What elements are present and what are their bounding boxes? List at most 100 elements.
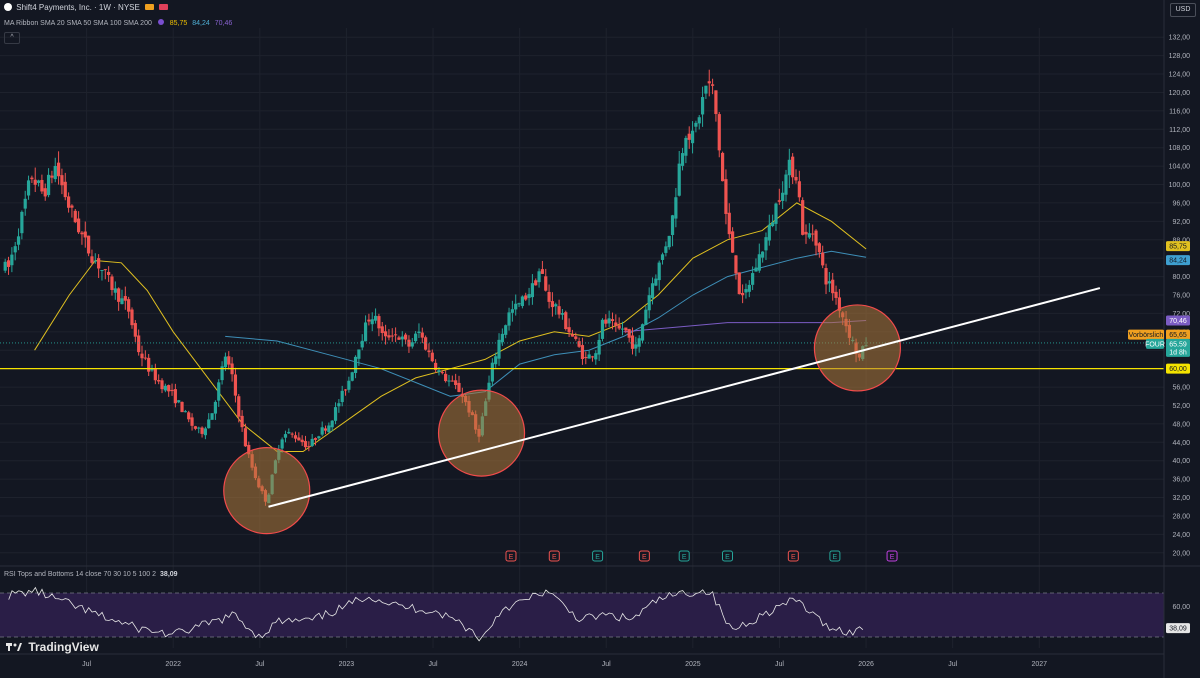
- last-price-tag: 65,59: [1169, 341, 1187, 348]
- candle-body: [827, 281, 831, 284]
- candle-body: [107, 271, 111, 275]
- candle-body: [50, 175, 54, 178]
- price-axis-label: 52,00: [1172, 403, 1190, 410]
- candle-body: [457, 382, 461, 392]
- rsi-legend[interactable]: RSI Tops and Bottoms 14 close 70 30 10 5…: [4, 571, 178, 578]
- candle-body: [747, 284, 751, 292]
- time-axis-label: 2023: [339, 661, 355, 668]
- price-axis-label: 48,00: [1172, 421, 1190, 428]
- candle-body: [497, 339, 501, 359]
- candle-body: [220, 366, 224, 381]
- candle-body: [30, 177, 34, 180]
- candle-body: [390, 335, 394, 337]
- candle-body: [223, 356, 228, 368]
- candle-body: [757, 254, 761, 271]
- premarket-tag: Vorbörslich: [1129, 332, 1164, 339]
- candle-body: [547, 291, 551, 302]
- highlight-circle: [223, 447, 311, 535]
- candle-body: [797, 181, 801, 198]
- candle-body: [97, 258, 101, 269]
- candle-body: [140, 353, 144, 359]
- candle-body: [397, 337, 401, 340]
- symbol-tag: FOUR: [1145, 341, 1165, 348]
- rsi-axis-label: 60,00: [1172, 604, 1190, 611]
- candle-body: [604, 319, 608, 324]
- candle-body: [734, 255, 738, 274]
- candle-body: [217, 382, 221, 401]
- support-price-tag: 60,00: [1169, 366, 1187, 373]
- candle-body: [507, 312, 511, 326]
- candle-body: [761, 251, 765, 258]
- earnings-marker-label: E: [890, 554, 895, 561]
- candle-body: [670, 215, 675, 235]
- candle-body: [607, 318, 611, 324]
- support-price-tag-bg: [1166, 363, 1190, 374]
- candle-body: [393, 334, 398, 336]
- candle-body: [674, 197, 678, 219]
- earnings-marker: [829, 550, 841, 562]
- currency-button[interactable]: USD: [1170, 3, 1196, 17]
- candle-body: [500, 333, 504, 343]
- candle-body: [781, 192, 785, 201]
- candle-body: [360, 340, 364, 348]
- candle-body: [784, 174, 788, 195]
- candle-body: [363, 322, 368, 342]
- candle-body: [567, 327, 571, 333]
- visibility-icon[interactable]: [157, 19, 164, 25]
- candle-body: [370, 319, 374, 325]
- candle-body: [570, 334, 575, 337]
- collapse-legend-button[interactable]: ^: [4, 32, 20, 44]
- price-axis-label: 28,00: [1172, 513, 1190, 520]
- candle-body: [564, 312, 568, 330]
- candle-body: [287, 431, 291, 434]
- tradingview-logo-icon: [6, 643, 22, 651]
- candle-body: [811, 233, 815, 235]
- price-axis-label: 56,00: [1172, 385, 1190, 392]
- candle-body: [243, 428, 248, 447]
- candle-body: [66, 196, 71, 208]
- chart-header: Shift4 Payments, Inc. · 1W · NYSE: [4, 3, 169, 12]
- candle-body: [303, 441, 308, 448]
- candle-body: [644, 309, 648, 325]
- candle-body: [283, 434, 288, 438]
- candle-body: [133, 323, 137, 337]
- candle-body: [594, 353, 598, 360]
- rsi-band: [0, 593, 1164, 637]
- candle-body: [157, 379, 161, 382]
- candle-body: [584, 357, 588, 359]
- candle-body: [437, 370, 441, 372]
- rsi-value-tag-bg: [1166, 623, 1190, 634]
- candle-body: [173, 389, 177, 404]
- earnings-marker: [886, 550, 898, 562]
- candle-body: [70, 205, 74, 208]
- price-axis-label: 116,00: [1169, 108, 1190, 115]
- rsi-label: RSI Tops and Bottoms 14 close 70 30 10 5…: [4, 571, 157, 578]
- earnings-marker-label: E: [833, 554, 838, 561]
- extended-hours-icon: [159, 4, 169, 10]
- candle-body: [707, 81, 711, 84]
- candle-body: [751, 273, 755, 285]
- ma-ribbon-legend[interactable]: MA Ribbon SMA 20 SMA 50 SMA 100 SMA 200 …: [4, 19, 232, 27]
- tradingview-logo[interactable]: TradingView: [6, 640, 99, 654]
- candle-body: [724, 179, 728, 214]
- price-axis-label: 24,00: [1172, 532, 1190, 539]
- candle-body: [123, 296, 127, 301]
- candle-body: [587, 354, 591, 359]
- candle-body: [323, 428, 328, 431]
- earnings-marker-label: E: [642, 554, 647, 561]
- candle-body: [580, 345, 585, 359]
- candle-body: [120, 298, 124, 305]
- rsi-value: 38,09: [160, 571, 178, 578]
- candle-body: [440, 372, 444, 374]
- time-axis-label: 2027: [1031, 661, 1047, 668]
- candle-body: [227, 356, 231, 365]
- candle-body: [657, 262, 661, 281]
- sma100-price-tag-bg: [1166, 315, 1190, 326]
- sma20-price-tag: 85,75: [1169, 244, 1187, 251]
- candle-body: [514, 303, 518, 310]
- candle-body: [20, 211, 24, 234]
- candle-body: [717, 114, 721, 151]
- candle-body: [490, 362, 494, 382]
